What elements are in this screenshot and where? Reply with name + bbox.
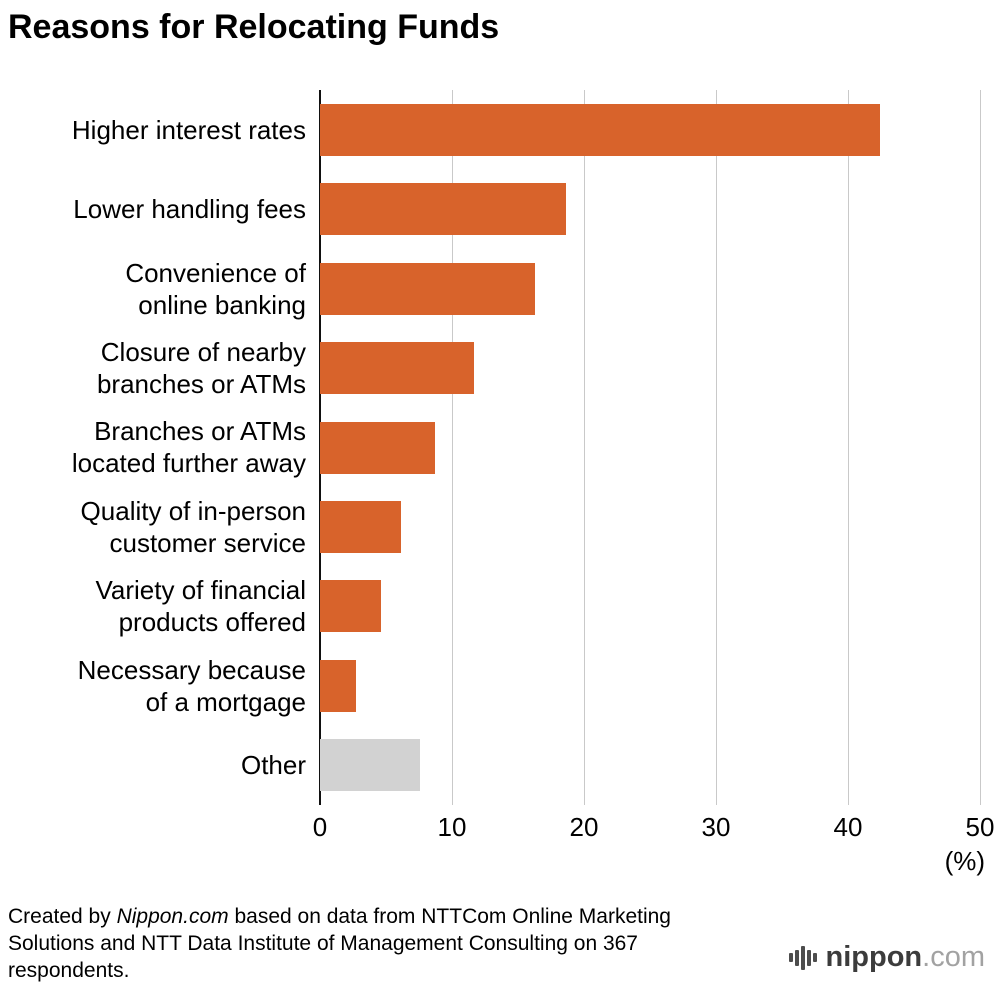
source-note-prefix: Created by: [8, 905, 117, 928]
category-label: Branches or ATMs located further away: [71, 416, 306, 479]
category-labels: Higher interest rates Lower handling fees…: [0, 90, 306, 805]
bar-8: [320, 659, 356, 712]
nippon-logo-icon: [789, 944, 817, 972]
category-label: Lower handling fees: [73, 194, 306, 225]
source-note: Created by Nippon.com based on data from…: [8, 903, 698, 984]
bar-1: [320, 103, 880, 156]
gridline: [716, 90, 717, 805]
category-label: Other: [240, 750, 306, 781]
nippon-logo: nippon.com: [789, 941, 985, 974]
logo-domain: .com: [922, 941, 985, 973]
category-label: Convenience of online banking: [125, 257, 306, 320]
bar-4: [320, 342, 475, 395]
x-tick-label: 30: [701, 812, 731, 842]
bar-2: [320, 183, 566, 236]
logo-bar: [801, 945, 805, 970]
gridline: [980, 90, 981, 805]
bar-6: [320, 500, 401, 553]
logo-name: nippon: [825, 941, 923, 973]
x-tick-label: 40: [833, 812, 863, 842]
category-label: Necessary because of a mortgage: [77, 654, 306, 717]
x-axis-unit-label: (%): [944, 846, 985, 876]
source-note-suffix: based on data from NTTCom Online Marketi…: [8, 905, 671, 982]
category-label: Variety of financial products offered: [95, 575, 306, 638]
bar-5: [320, 421, 435, 474]
bar-7: [320, 580, 381, 633]
source-name: Nippon.com: [116, 905, 229, 928]
x-tick-label: 0: [312, 812, 328, 842]
gridline: [848, 90, 849, 805]
gridline: [584, 90, 585, 805]
nippon-logo-text: nippon.com: [826, 941, 985, 974]
x-tick-label: 10: [437, 812, 467, 842]
bar-3: [320, 262, 536, 315]
gridline: [452, 90, 453, 805]
bar-9: [320, 739, 421, 792]
category-label: Quality of in-person customer service: [80, 495, 306, 558]
category-label: Higher interest rates: [71, 114, 306, 145]
category-label: Closure of nearby branches or ATMs: [96, 337, 306, 400]
x-axis-ticks: 0 10 20 30 40 50: [313, 812, 995, 844]
x-tick-label: 50: [965, 812, 995, 842]
plot-area: [319, 90, 981, 805]
logo-bar: [807, 949, 811, 966]
logo-bar: [795, 949, 799, 966]
logo-bar: [813, 953, 817, 962]
x-tick-label: 20: [569, 812, 599, 842]
logo-bar: [789, 953, 793, 962]
chart-title: Reasons for Relocating Funds: [8, 8, 500, 46]
